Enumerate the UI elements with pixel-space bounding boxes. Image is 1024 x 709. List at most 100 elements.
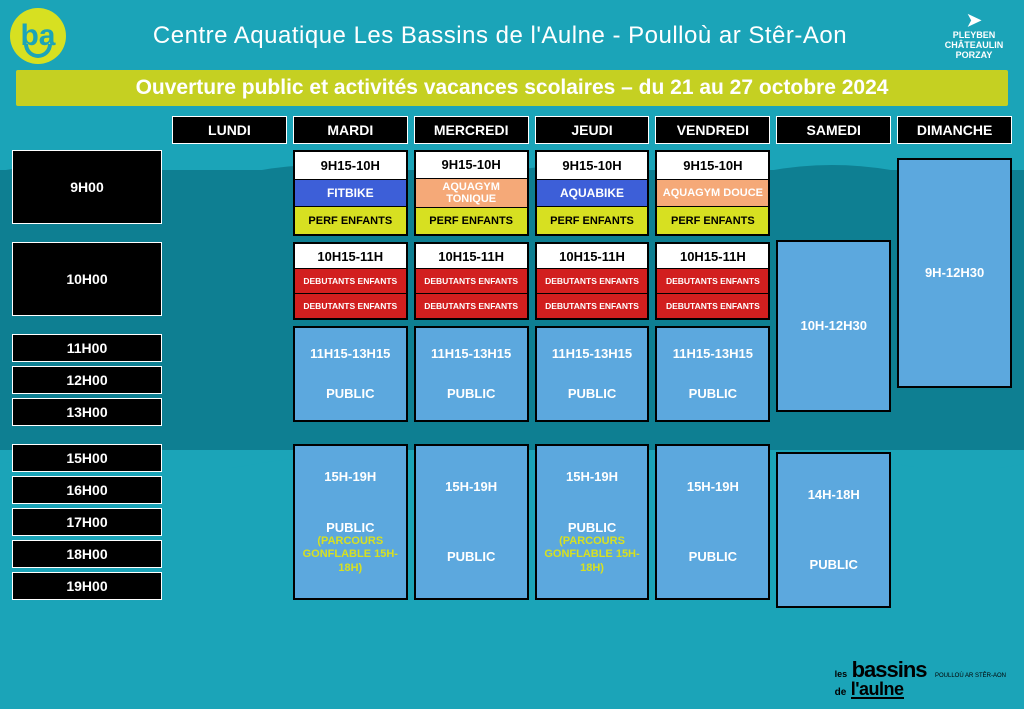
day-samedi: SAMEDI <box>776 116 891 144</box>
col-jeudi: 9H15-10H AQUABIKE PERF ENFANTS 10H15-11H… <box>535 150 650 608</box>
col-samedi: 10H-12H30 14H-18H PUBLIC <box>776 150 891 608</box>
block-mardi-public-mid: 11H15-13H15 PUBLIC <box>293 326 408 422</box>
cell-label: PUBLIC <box>447 549 495 565</box>
cell-time: 11H15-13H15 <box>552 346 632 362</box>
block-mercredi-morning1: 9H15-10H AQUAGYM TONIQUE PERF ENFANTS <box>414 150 529 236</box>
cell-time: 10H15-11H <box>295 244 406 269</box>
time-13h: 13H00 <box>12 398 162 426</box>
cell-time: 15H-19H <box>566 469 618 485</box>
block-mercredi-morning2: 10H15-11H DEBUTANTS ENFANTS DEBUTANTS EN… <box>414 242 529 320</box>
cell-deb: DEBUTANTS ENFANTS <box>416 294 527 318</box>
time-18h: 18H00 <box>12 540 162 568</box>
cell-perf: PERF ENFANTS <box>416 208 527 234</box>
time-15h: 15H00 <box>12 444 162 472</box>
cell-time: 15H-19H <box>324 469 376 485</box>
block-jeudi-morning1: 9H15-10H AQUABIKE PERF ENFANTS <box>535 150 650 236</box>
cell-label: PUBLIC <box>689 549 737 565</box>
cell-time: 15H-19H <box>687 479 739 495</box>
footer-l4: l'aulne <box>851 681 904 699</box>
cell-time: 10H15-11H <box>657 244 768 269</box>
cell-extra: (PARCOURS GONFLABLE 15H-18H) <box>299 535 402 575</box>
subtitle-band: Ouverture public et activités vacances s… <box>16 70 1008 106</box>
block-mercredi-public-aft: 15H-19H PUBLIC <box>414 444 529 600</box>
cell-deb: DEBUTANTS ENFANTS <box>537 294 648 318</box>
block-mercredi-public-mid: 11H15-13H15 PUBLIC <box>414 326 529 422</box>
cell-deb: DEBUTANTS ENFANTS <box>416 269 527 294</box>
cell-time: 9H-12H30 <box>925 265 984 281</box>
block-samedi-am: 10H-12H30 <box>776 240 891 412</box>
time-9h: 9H00 <box>12 150 162 224</box>
block-mardi-morning2: 10H15-11H DEBUTANTS ENFANTS DEBUTANTS EN… <box>293 242 408 320</box>
cell-time: 9H15-10H <box>295 152 406 180</box>
day-mardi: MARDI <box>293 116 408 144</box>
block-jeudi-public-mid: 11H15-13H15 PUBLIC <box>535 326 650 422</box>
cell-time: 10H15-11H <box>416 244 527 269</box>
cell-time: 14H-18H <box>808 487 860 503</box>
time-17h: 17H00 <box>12 508 162 536</box>
cell-time: 9H15-10H <box>416 152 527 179</box>
partner-line-1: PLEYBEN <box>953 30 996 40</box>
time-19h: 19H00 <box>12 572 162 600</box>
cell-deb: DEBUTANTS ENFANTS <box>295 294 406 318</box>
cell-deb: DEBUTANTS ENFANTS <box>657 269 768 294</box>
cell-extra: (PARCOURS GONFLABLE 15H-18H) <box>541 535 644 575</box>
main-logo: ba <box>10 8 66 64</box>
day-dimanche: DIMANCHE <box>897 116 1012 144</box>
cell-time: 10H-12H30 <box>800 318 867 334</box>
cell-activity: FITBIKE <box>295 180 406 208</box>
footer-tag: POULLOÙ AR STÊR-AON <box>935 673 1006 679</box>
block-vendredi-morning1: 9H15-10H AQUAGYM DOUCE PERF ENFANTS <box>655 150 770 236</box>
time-11h: 11H00 <box>12 334 162 362</box>
block-dimanche-am: 9H-12H30 <box>897 158 1012 388</box>
cell-label: PUBLIC <box>447 386 495 402</box>
cell-activity: AQUAGYM DOUCE <box>657 180 768 208</box>
block-vendredi-morning2: 10H15-11H DEBUTANTS ENFANTS DEBUTANTS EN… <box>655 242 770 320</box>
page-title: Centre Aquatique Les Bassins de l'Aulne … <box>66 22 934 50</box>
time-12h: 12H00 <box>12 366 162 394</box>
day-vendredi: VENDREDI <box>655 116 770 144</box>
time-column: 9H00 10H00 11H00 12H00 13H00 15H00 16H00… <box>12 150 172 608</box>
days-header: LUNDI MARDI MERCREDI JEUDI VENDREDI SAME… <box>172 116 1012 144</box>
col-lundi <box>172 150 287 608</box>
block-vendredi-public-mid: 11H15-13H15 PUBLIC <box>655 326 770 422</box>
cell-perf: PERF ENFANTS <box>295 207 406 234</box>
cell-time: 10H15-11H <box>537 244 648 269</box>
cell-label: PUBLIC <box>689 386 737 402</box>
cell-time: 15H-19H <box>445 479 497 495</box>
cell-time: 11H15-13H15 <box>673 346 753 362</box>
logo-text: ba <box>20 19 55 53</box>
cell-deb: DEBUTANTS ENFANTS <box>657 294 768 318</box>
cell-deb: DEBUTANTS ENFANTS <box>295 269 406 294</box>
cell-label: PUBLIC <box>568 386 616 402</box>
cell-perf: PERF ENFANTS <box>657 207 768 234</box>
block-mardi-public-aft: 15H-19H PUBLIC (PARCOURS GONFLABLE 15H-1… <box>293 444 408 600</box>
cell-perf: PERF ENFANTS <box>537 207 648 234</box>
block-jeudi-morning2: 10H15-11H DEBUTANTS ENFANTS DEBUTANTS EN… <box>535 242 650 320</box>
col-dimanche: 9H-12H30 <box>897 150 1012 608</box>
cell-label: PUBLIC <box>541 520 644 536</box>
cell-time: 11H15-13H15 <box>431 346 511 362</box>
day-mercredi: MERCREDI <box>414 116 529 144</box>
time-10h: 10H00 <box>12 242 162 316</box>
block-samedi-public-aft: 14H-18H PUBLIC <box>776 452 891 608</box>
footer-l3: de <box>835 687 847 698</box>
cell-label: PUBLIC <box>326 386 374 402</box>
cell-deb: DEBUTANTS ENFANTS <box>537 269 648 294</box>
cell-activity: AQUAGYM TONIQUE <box>416 179 527 208</box>
footer-logo: les bassins POULLOÙ AR STÊR-AON de l'aul… <box>835 660 1006 699</box>
day-jeudi: JEUDI <box>535 116 650 144</box>
cell-label: PUBLIC <box>810 557 858 573</box>
col-mercredi: 9H15-10H AQUAGYM TONIQUE PERF ENFANTS 10… <box>414 150 529 608</box>
cell-label: PUBLIC <box>299 520 402 536</box>
day-lundi: LUNDI <box>172 116 287 144</box>
partner-logo: ➤ PLEYBEN CHÂTEAULIN PORZAY <box>934 11 1014 60</box>
block-jeudi-public-aft: 15H-19H PUBLIC (PARCOURS GONFLABLE 15H-1… <box>535 444 650 600</box>
partner-line-3: PORZAY <box>956 50 993 60</box>
cell-activity: AQUABIKE <box>537 180 648 208</box>
col-vendredi: 9H15-10H AQUAGYM DOUCE PERF ENFANTS 10H1… <box>655 150 770 608</box>
footer-l1: les <box>835 669 848 679</box>
block-vendredi-public-aft: 15H-19H PUBLIC <box>655 444 770 600</box>
cell-time: 11H15-13H15 <box>310 346 390 362</box>
partner-line-2: CHÂTEAULIN <box>945 40 1004 50</box>
block-mardi-morning1: 9H15-10H FITBIKE PERF ENFANTS <box>293 150 408 236</box>
